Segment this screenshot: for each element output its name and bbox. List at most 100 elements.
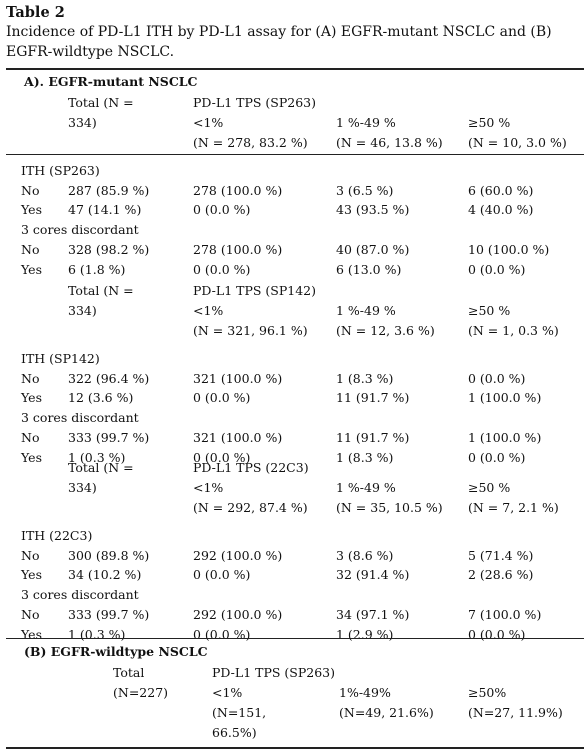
section-b-col1-label: <1% <box>212 685 243 700</box>
row-col2: 6 (13.0 %) <box>336 261 402 277</box>
tps-header: PD-L1 TPS (SP263) <box>193 95 316 110</box>
row-label: Yes <box>21 626 42 642</box>
row-total: 333 (99.7 %) <box>68 429 150 445</box>
row-label: No <box>21 370 40 386</box>
row-col1: 321 (100.0 %) <box>193 370 283 386</box>
row-col1: 0 (0.0 %) <box>193 261 251 277</box>
section-a-rule <box>6 154 584 155</box>
row-total: 47 (14.1 %) <box>68 202 142 218</box>
row-col2: 1 (8.3 %) <box>336 370 394 386</box>
row-col3: 2 (28.6 %) <box>468 567 534 583</box>
col1-label: <1% <box>193 480 224 495</box>
ith-group-label: ITH (SP263) <box>21 163 100 178</box>
total-header-line2: 334) <box>68 115 97 130</box>
row-col1: 292 (100.0 %) <box>193 547 283 563</box>
row-col1: 0 (0.0 %) <box>193 567 251 583</box>
col2-label: 1 %-49 % <box>336 115 396 130</box>
tps-header: PD-L1 TPS (22C3) <box>193 460 309 475</box>
row-total: 34 (10.2 %) <box>68 567 142 583</box>
col3-label: ≥50 % <box>468 115 511 130</box>
row-col1: 278 (100.0 %) <box>193 241 283 257</box>
row-label: No <box>21 547 40 563</box>
total-header-line1: Total (N = <box>68 283 134 298</box>
row-col3: 7 (100.0 %) <box>468 606 542 622</box>
col2-n: (N = 46, 13.8 %) <box>336 135 443 150</box>
row-col1: 292 (100.0 %) <box>193 606 283 622</box>
row-label: Yes <box>21 202 42 218</box>
col3-label: ≥50 % <box>468 303 511 318</box>
section-b-col3-label: ≥50% <box>468 685 507 700</box>
row-col1: 0 (0.0 %) <box>193 449 251 465</box>
col2-n: (N = 35, 10.5 %) <box>336 500 443 515</box>
total-header-line1: Total (N = <box>68 460 134 475</box>
section-b-col2-n: (N=49, 21.6%) <box>339 705 434 720</box>
top-rule <box>6 68 584 70</box>
row-col1: 278 (100.0 %) <box>193 182 283 198</box>
section-b-heading: (B) EGFR-wildtype NSCLC <box>24 644 208 659</box>
col1-label: <1% <box>193 115 224 130</box>
row-label: Yes <box>21 261 42 277</box>
row-col3: 1 (100.0 %) <box>468 429 542 445</box>
section-b-col2-label: 1%-49% <box>339 685 391 700</box>
row-col1: 0 (0.0 %) <box>193 626 251 642</box>
table-caption: Incidence of PD-L1 ITH by PD-L1 assay fo… <box>6 24 552 60</box>
row-label: Yes <box>21 449 42 465</box>
row-label: No <box>21 241 40 257</box>
col3-n: (N = 7, 2.1 %) <box>468 500 559 515</box>
row-col3: 6 (60.0 %) <box>468 182 534 198</box>
row-total: 300 (89.8 %) <box>68 547 150 563</box>
discordant-group-label: 3 cores discordant <box>21 222 139 238</box>
tps-header: PD-L1 TPS (SP142) <box>193 283 316 298</box>
col3-n: (N = 10, 3.0 %) <box>468 135 567 150</box>
total-header-line2: 334) <box>68 480 97 495</box>
row-label: Yes <box>21 567 42 583</box>
col1-n: (N = 321, 96.1 %) <box>193 323 308 338</box>
row-col2: 34 (97.1 %) <box>336 606 410 622</box>
row-col3: 0 (0.0 %) <box>468 261 526 277</box>
row-col3: 0 (0.0 %) <box>468 449 526 465</box>
row-total: 1 (0.3 %) <box>68 449 126 465</box>
row-total: 1 (0.3 %) <box>68 626 126 642</box>
section-b-rule <box>6 638 584 639</box>
row-total: 6 (1.8 %) <box>68 261 126 277</box>
row-col3: 4 (40.0 %) <box>468 202 534 218</box>
row-col1: 0 (0.0 %) <box>193 390 251 406</box>
row-label: No <box>21 429 40 445</box>
row-label: No <box>21 182 40 198</box>
bottom-rule <box>6 747 584 749</box>
col3-label: ≥50 % <box>468 480 511 495</box>
row-col2: 3 (8.6 %) <box>336 547 394 563</box>
row-col3: 1 (100.0 %) <box>468 390 542 406</box>
row-label: Yes <box>21 390 42 406</box>
row-col2: 3 (6.5 %) <box>336 182 394 198</box>
row-total: 287 (85.9 %) <box>68 182 150 198</box>
section-b-total-line1: Total <box>113 665 145 680</box>
col2-n: (N = 12, 3.6 %) <box>336 323 435 338</box>
section-b-col1-n-line2: 66.5%) <box>212 725 257 740</box>
row-col2: 11 (91.7 %) <box>336 390 410 406</box>
col2-label: 1 %-49 % <box>336 480 396 495</box>
row-col3: 0 (0.0 %) <box>468 370 526 386</box>
col1-n: (N = 278, 83.2 %) <box>193 135 308 150</box>
row-col3: 0 (0.0 %) <box>468 626 526 642</box>
row-col2: 40 (87.0 %) <box>336 241 410 257</box>
row-col1: 321 (100.0 %) <box>193 429 283 445</box>
discordant-group-label: 3 cores discordant <box>21 410 139 426</box>
section-b-total-line2: (N=227) <box>113 685 169 700</box>
total-header-line2: 334) <box>68 303 97 318</box>
col2-label: 1 %-49 % <box>336 303 396 318</box>
discordant-group-label: 3 cores discordant <box>21 587 139 603</box>
row-total: 12 (3.6 %) <box>68 390 134 406</box>
row-col2: 1 (8.3 %) <box>336 449 394 465</box>
col1-label: <1% <box>193 303 224 318</box>
ith-group-label: ITH (22C3) <box>21 528 93 543</box>
ith-group-label: ITH (SP142) <box>21 351 100 366</box>
row-total: 322 (96.4 %) <box>68 370 150 386</box>
row-col1: 0 (0.0 %) <box>193 202 251 218</box>
row-col2: 43 (93.5 %) <box>336 202 410 218</box>
section-b-tps-header: PD-L1 TPS (SP263) <box>212 665 335 680</box>
table-title: Table 2 <box>6 4 65 21</box>
row-total: 333 (99.7 %) <box>68 606 150 622</box>
row-col2: 32 (91.4 %) <box>336 567 410 583</box>
row-total: 328 (98.2 %) <box>68 241 150 257</box>
